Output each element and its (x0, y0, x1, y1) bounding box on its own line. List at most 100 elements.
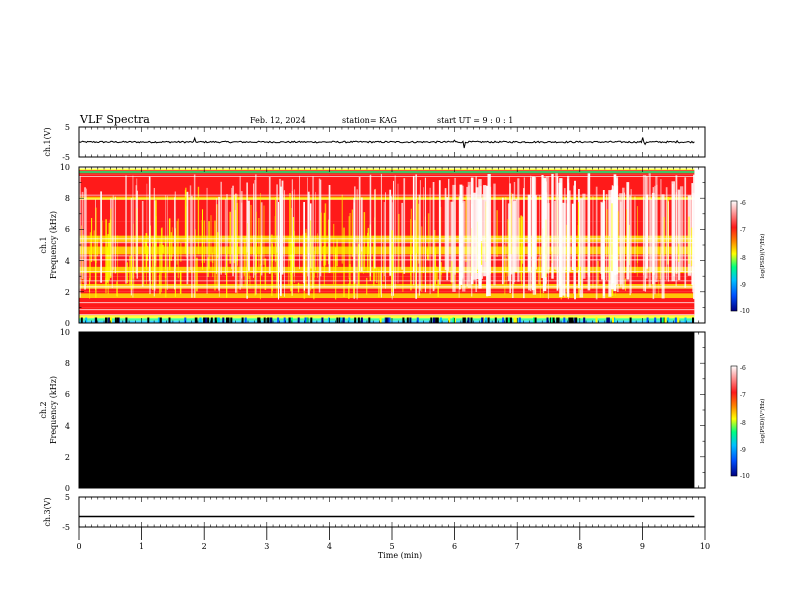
spectrogram-stripe (423, 187, 424, 273)
spectrogram-stripe (684, 177, 687, 288)
ch3-waveform-panel: 5 -5 ch.3(V) (43, 493, 706, 532)
spectrogram-stripe (391, 230, 393, 293)
spectrogram-stripe (211, 252, 214, 263)
spectrogram-stripe (335, 247, 337, 262)
spectrogram-low-band-tick (210, 317, 213, 323)
spectrogram-stripe (363, 212, 366, 270)
spectrogram-stripe (360, 251, 363, 268)
spectrogram-stripe (380, 173, 382, 298)
spectrogram-stripe (281, 180, 284, 275)
spectrogram-stripe (299, 175, 300, 270)
spectrogram-low-band-tick (267, 317, 270, 323)
spectrogram-stripe (292, 253, 294, 272)
spectrogram-stripe (170, 232, 172, 261)
spectrogram-stripe (288, 237, 290, 287)
spectrogram-stripe (254, 180, 256, 276)
spectrogram-stripe (690, 227, 693, 266)
spectrogram-stripe (537, 257, 540, 285)
spectrogram-stripe (421, 226, 423, 292)
spectrogram-stripe (562, 202, 566, 296)
spectrogram-band (79, 293, 695, 299)
spectrogram-stripe (675, 175, 678, 274)
spectrogram-stripe (385, 192, 386, 289)
spectrogram-stripe (587, 173, 591, 291)
spectrogram-stripe (418, 194, 421, 296)
ch1-ytick-6: 6 (65, 225, 70, 234)
spectrogram-stripe (253, 183, 254, 278)
ch1-ylabel-channel: ch.1 (39, 236, 48, 253)
spectrogram-low-band-tick (452, 317, 455, 323)
spectrogram-stripe (144, 240, 147, 254)
spectrogram-stripe (275, 197, 276, 262)
spectrogram-stripe (302, 234, 304, 276)
spectrogram-stripe (521, 216, 523, 264)
spectrogram-low-band-tick (654, 317, 657, 323)
spectrogram-low-band-tick (109, 317, 112, 323)
ch2-spectrogram-fill (79, 332, 695, 488)
spectrogram-stripe (255, 174, 257, 295)
ch1-ylabel-frequency: Frequency (kHz) (49, 211, 58, 279)
spectrogram-stripe (361, 197, 363, 272)
spectrogram-stripe (555, 173, 558, 271)
colorbar-ch1-tick-m7: -7 (740, 227, 746, 234)
spectrogram-stripe (284, 190, 285, 297)
spectrogram-low-band-tick (552, 317, 555, 323)
spectrogram-low-band-tick (85, 317, 88, 323)
spectrogram-stripe (502, 197, 504, 285)
spectrogram-stripe (663, 217, 665, 256)
spectrogram-stripe (243, 238, 245, 276)
spectrogram-low-band-tick (487, 317, 490, 323)
spectrogram-band (79, 196, 695, 200)
spectrogram-low-band-tick (386, 317, 389, 323)
spectrogram-low-band-tick (533, 317, 535, 323)
spectrogram-stripe (197, 186, 200, 255)
spectrogram-stripe (356, 189, 358, 300)
spectrogram-stripe (276, 252, 278, 297)
spectrogram-low-band-tick (157, 317, 160, 323)
spectrogram-stripe (354, 186, 356, 284)
spectrogram-stripe (450, 201, 454, 283)
spectrogram-stripe (678, 243, 680, 262)
x-tick-6: 6 (452, 542, 457, 551)
spectrogram-stripe (79, 175, 81, 298)
spectrogram-low-band-tick (217, 317, 220, 323)
spectrogram-stripe (509, 176, 510, 271)
spectrogram-stripe (226, 246, 228, 298)
spectrogram-low-band-tick (583, 317, 586, 323)
spectrogram-band (79, 315, 695, 319)
spectrogram-low-band-tick (502, 317, 505, 323)
spectrogram-low-band-tick (612, 317, 614, 323)
spectrogram-stripe (412, 175, 415, 272)
spectrogram-stripe (533, 194, 535, 290)
spectrogram-low-band-tick (288, 317, 291, 323)
spectrogram-stripe (196, 257, 198, 292)
spectrogram-low-band-tick (230, 317, 233, 323)
spectrogram-stripe (241, 202, 243, 279)
spectrogram-stripe (233, 194, 235, 264)
colorbar-ch1-tick-m10: -10 (740, 308, 750, 315)
spectrogram-stripe (195, 229, 196, 295)
spectrogram-stripe (440, 262, 442, 275)
spectrogram-low-band-tick (557, 317, 560, 323)
spectrogram-stripe (509, 183, 511, 293)
spectrogram-stripe (271, 234, 273, 297)
spectrogram-stripe (249, 275, 251, 289)
spectrogram-stripe (475, 176, 477, 292)
spectrogram-stripe (323, 269, 325, 287)
ch2-ytick-6: 6 (65, 390, 70, 399)
spectrogram-stripe (467, 181, 471, 288)
spectrogram-stripe (335, 259, 337, 300)
spectrogram-stripe (672, 194, 676, 277)
spectrogram-stripe (460, 202, 464, 278)
spectrogram-stripe (473, 192, 476, 280)
spectrogram-stripe (81, 191, 84, 279)
spectrogram-stripe (146, 245, 148, 261)
spectrogram-stripe (130, 254, 133, 291)
x-axis-label: Time (min) (378, 551, 422, 560)
spectrogram-stripe (659, 253, 661, 280)
spectrogram-stripe (180, 242, 182, 262)
spectrogram-stripe (349, 213, 351, 270)
spectrogram-low-band-tick (321, 317, 324, 323)
spectrogram-stripe (402, 259, 404, 292)
spectrogram-stripe (471, 203, 473, 297)
